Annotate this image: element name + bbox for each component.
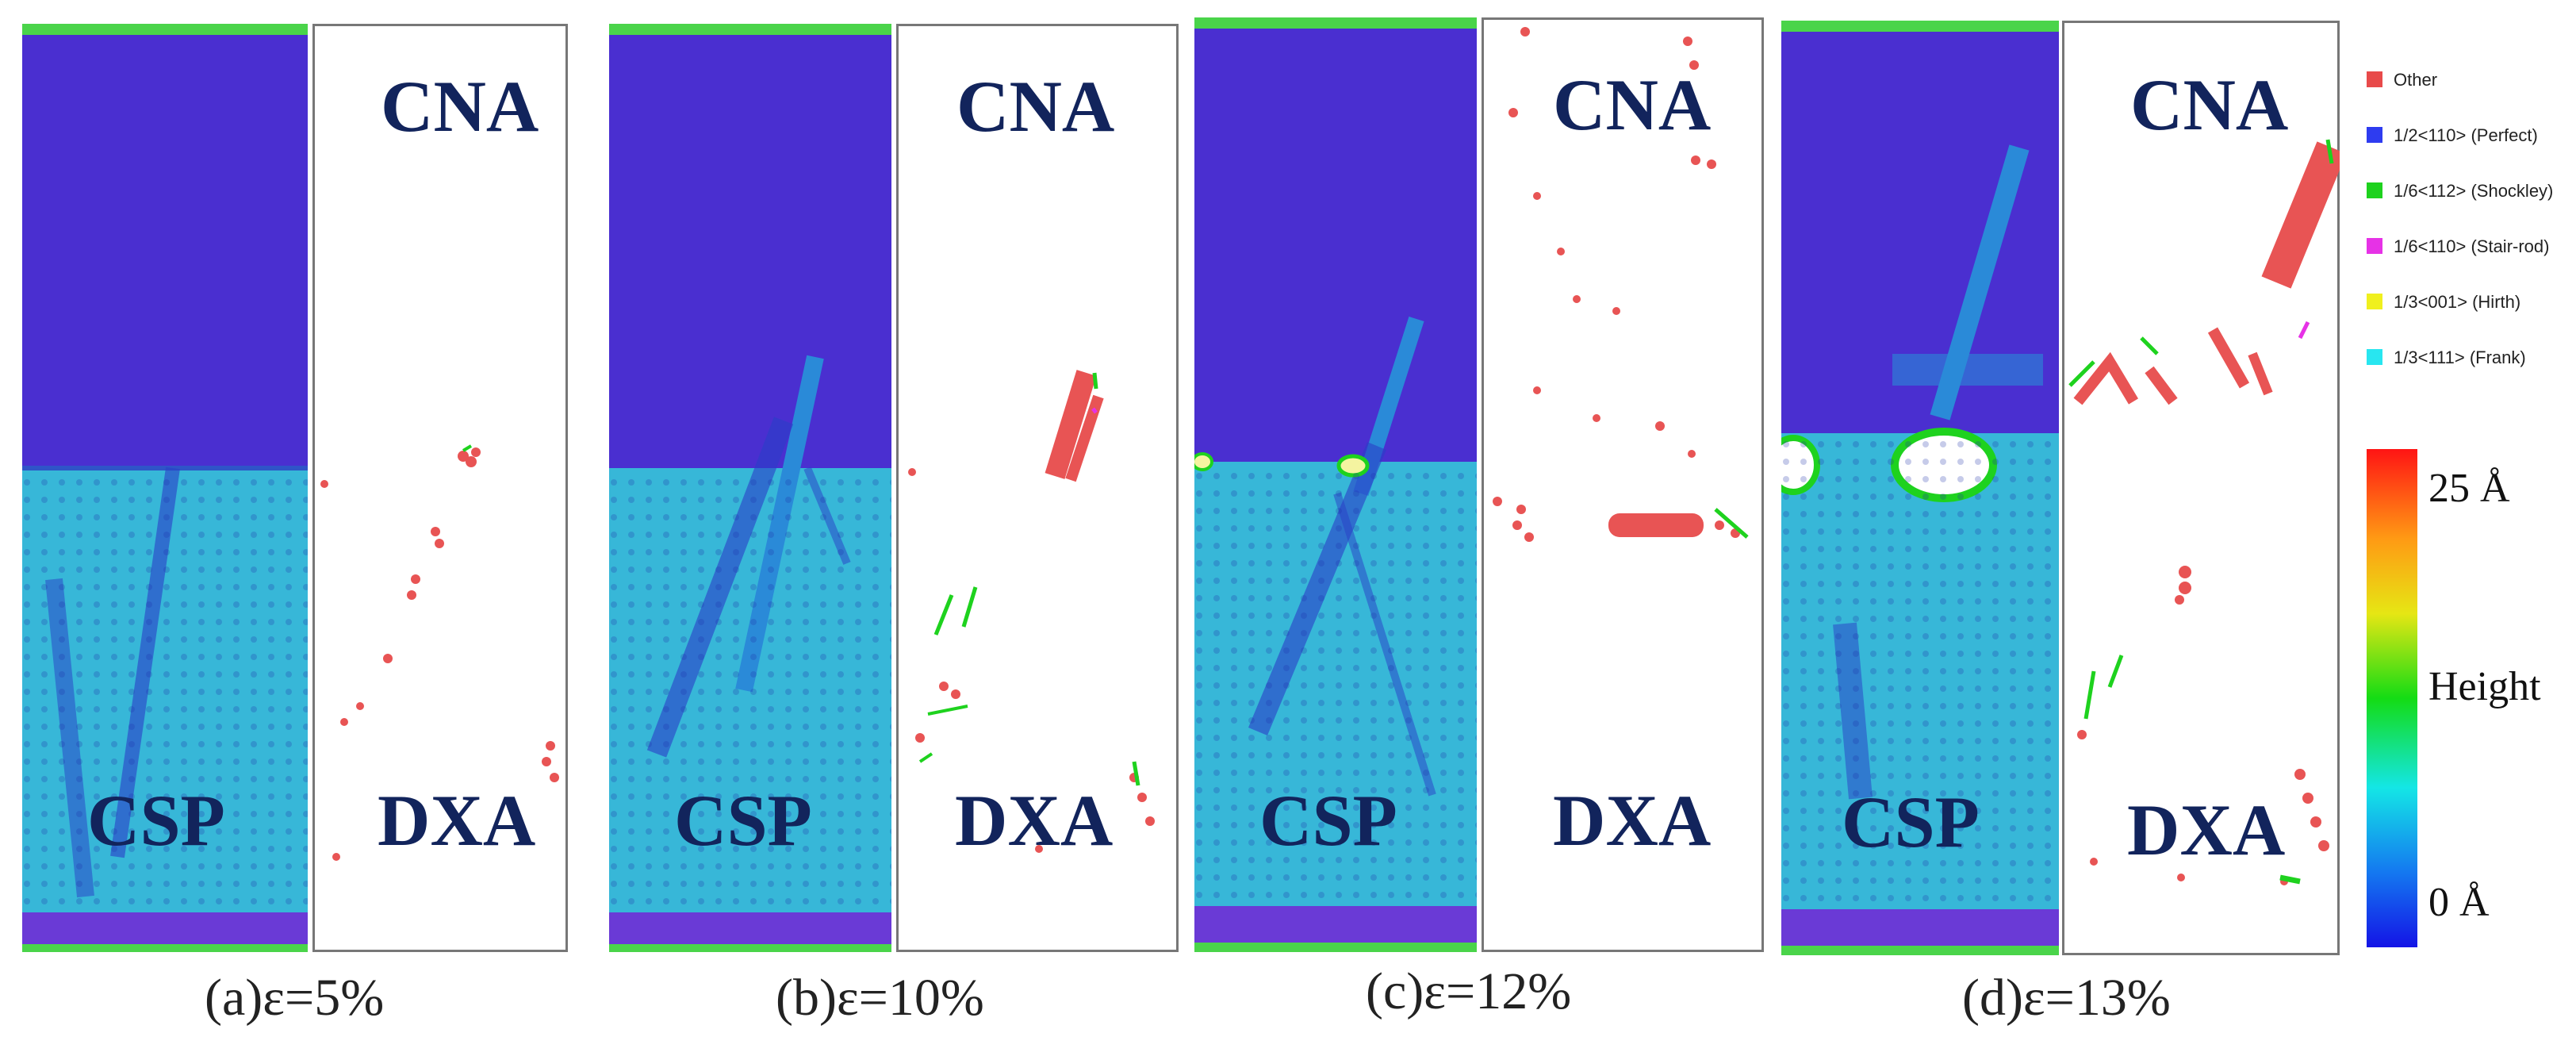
cna-tag: CNA [2130,64,2289,145]
dxa-tag: DXA [378,780,536,861]
svg-text:1/2<110> (Perfect): 1/2<110> (Perfect) [2394,125,2538,145]
legend-item-frank: 1/3<111> (Frank) [2367,348,2526,367]
panel-b-label: (b)ε=10% [776,969,984,1027]
cna-tag: CNA [956,66,1115,147]
dxa-defects [320,444,559,861]
cna-dxa-box [896,24,1179,952]
height-colorbar [2367,449,2417,947]
svg-text:1/6<112> (Shockley): 1/6<112> (Shockley) [2394,181,2553,201]
colorbar-mid-label: Height [2428,664,2541,709]
cna-dxa-box [1482,17,1764,952]
dxa-defects [1493,27,1749,542]
cna-tag: CNA [381,66,539,147]
dxa-tag: DXA [2127,789,2286,870]
dxa-defects [2068,139,2340,885]
svg-text:1/3<111> (Frank): 1/3<111> (Frank) [2394,348,2526,367]
csp-view [1781,21,2059,955]
dxa-tag: DXA [955,780,1114,861]
legend-item-perfect: 1/2<110> (Perfect) [2367,125,2538,145]
csp-view [609,24,891,952]
panel-b: CSP CNA DXA [609,24,1180,952]
dxa-tag: DXA [1553,780,1712,861]
csp-tag: CSP [87,780,225,861]
panel-a-label: (a)ε=5% [205,969,385,1027]
panel-d: CSP CNA DXA [1781,21,2356,955]
legend-item-stair-rod: 1/6<110> (Stair-rod) [2367,236,2549,256]
svg-text:1/3<001> (Hirth): 1/3<001> (Hirth) [2394,292,2520,312]
csp-tag: CSP [1842,781,1980,862]
cna-dxa-box [2062,21,2340,955]
legend-item-hirth: 1/3<001> (Hirth) [2367,292,2520,312]
dxa-defects [908,370,1155,853]
csp-tag: CSP [1259,780,1397,861]
panel-c-label: (c)ε=12% [1366,962,1572,1020]
svg-text:Other: Other [2394,70,2437,90]
csp-tag: CSP [674,780,812,861]
csp-view [22,24,308,952]
cna-tag: CNA [1553,64,1712,145]
colorbar-min-label: 0 Å [2428,880,2490,925]
legend-item-other: Other [2367,70,2437,90]
csp-view [1194,17,1477,952]
dislocation-legend: Other 1/2<110> (Perfect) 1/6<112> (Shock… [2367,70,2553,367]
panel-c: CSP CNA DXA [1194,17,1765,952]
colorbar-max-label: 25 Å [2428,466,2510,511]
svg-text:1/6<110> (Stair-rod): 1/6<110> (Stair-rod) [2394,236,2549,256]
legend-item-shockley: 1/6<112> (Shockley) [2367,181,2553,201]
panel-a: CSP CNA DXA [22,24,569,952]
panel-d-label: (d)ε=13% [1962,969,2171,1027]
cna-dxa-box [312,24,568,952]
